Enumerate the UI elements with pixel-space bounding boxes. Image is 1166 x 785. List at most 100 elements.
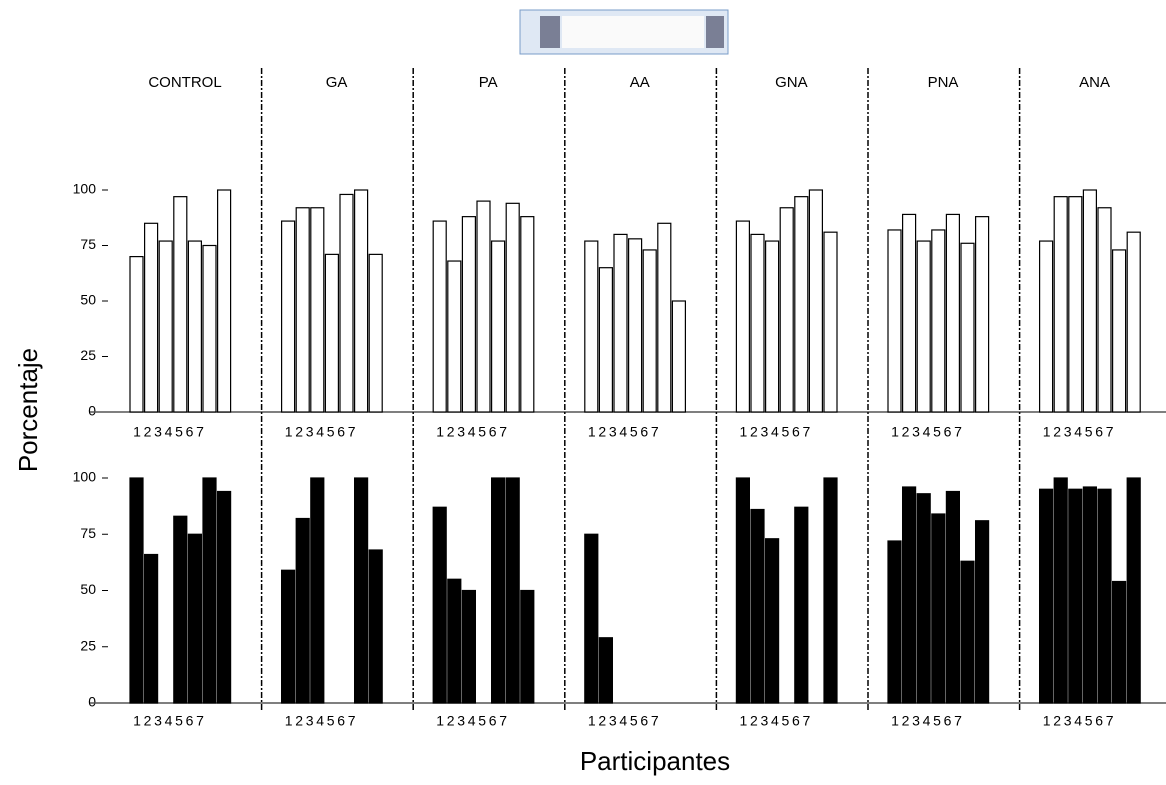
- bar: [144, 222, 159, 413]
- x-tick-label: 3: [912, 424, 920, 440]
- bar: [584, 240, 599, 413]
- x-axis-label: Participantes: [580, 746, 730, 776]
- bar: [735, 477, 751, 704]
- bar: [476, 200, 491, 413]
- x-tick-label: 4: [923, 713, 931, 729]
- x-tick-label: 1: [588, 713, 596, 729]
- x-tick-label: 1: [436, 424, 444, 440]
- x-tick-label: 1: [285, 713, 293, 729]
- x-tick-label: 2: [750, 713, 758, 729]
- bar: [1082, 189, 1098, 413]
- x-tick-label: 7: [954, 713, 962, 729]
- bar: [368, 549, 383, 704]
- bar: [613, 233, 628, 413]
- x-tick-label: 6: [1095, 713, 1103, 729]
- x-tick-label: 2: [598, 713, 606, 729]
- group-title: GA: [326, 74, 348, 91]
- bar: [931, 513, 946, 704]
- x-tick-label: 6: [337, 424, 345, 440]
- bar: [129, 477, 144, 704]
- x-tick-label: 1: [133, 424, 141, 440]
- y-tick-label: 0: [88, 403, 96, 419]
- bar: [447, 578, 462, 704]
- x-tick-label: 7: [1106, 424, 1114, 440]
- x-tick-label: 5: [933, 713, 941, 729]
- x-tick-label: 3: [609, 713, 617, 729]
- bar: [173, 515, 188, 704]
- bar: [281, 569, 296, 704]
- x-tick-label: 3: [306, 424, 314, 440]
- x-tick-label: 2: [295, 424, 303, 440]
- x-tick-label: 4: [316, 424, 324, 440]
- bar: [750, 233, 765, 413]
- x-tick-label: 5: [782, 713, 790, 729]
- x-tick-label: 1: [588, 424, 596, 440]
- group-title: PA: [479, 74, 498, 91]
- bar: [368, 253, 383, 413]
- x-tick-label: 7: [499, 424, 507, 440]
- x-tick-label: 7: [803, 424, 811, 440]
- x-tick-label: 6: [944, 424, 952, 440]
- bar: [1126, 231, 1141, 413]
- y-tick-label: 75: [80, 525, 96, 541]
- bar: [432, 220, 447, 413]
- bar: [916, 240, 931, 413]
- bar: [520, 589, 535, 704]
- bar: [735, 220, 751, 413]
- bar: [887, 540, 902, 704]
- x-tick-label: 7: [954, 424, 962, 440]
- x-tick-label: 6: [640, 424, 648, 440]
- bar: [960, 242, 975, 413]
- bar: [187, 240, 202, 413]
- x-tick-label: 4: [619, 713, 627, 729]
- x-tick-label: 3: [457, 424, 465, 440]
- y-tick-label: 25: [80, 347, 96, 363]
- y-tick-label: 75: [80, 236, 96, 252]
- x-tick-label: 6: [944, 713, 952, 729]
- x-tick-label: 3: [609, 424, 617, 440]
- bar: [794, 196, 809, 413]
- bar: [1053, 477, 1068, 704]
- x-tick-label: 2: [295, 713, 303, 729]
- x-tick-label: 7: [348, 424, 356, 440]
- bar: [461, 216, 476, 413]
- bar: [945, 213, 961, 413]
- bar: [945, 490, 961, 704]
- x-tick-label: 1: [1043, 713, 1051, 729]
- x-tick-label: 5: [327, 713, 335, 729]
- x-tick-label: 3: [154, 424, 162, 440]
- bar: [931, 229, 946, 413]
- x-tick-label: 5: [175, 424, 183, 440]
- bar: [1097, 488, 1112, 704]
- y-axis-label: Porcentaje: [13, 348, 43, 472]
- bar: [354, 189, 369, 413]
- x-tick-label: 4: [923, 424, 931, 440]
- x-tick-label: 5: [630, 713, 638, 729]
- x-tick-label: 1: [285, 424, 293, 440]
- x-tick-label: 1: [740, 424, 748, 440]
- bar: [202, 477, 217, 704]
- bar: [1068, 488, 1083, 704]
- bar: [901, 213, 917, 413]
- bar: [598, 267, 614, 413]
- x-tick-label: 7: [348, 713, 356, 729]
- x-tick-label: 3: [306, 713, 314, 729]
- x-tick-label: 3: [912, 713, 920, 729]
- bar: [158, 240, 173, 413]
- x-tick-label: 1: [1043, 424, 1051, 440]
- x-tick-label: 4: [1074, 424, 1082, 440]
- x-tick-label: 2: [447, 713, 455, 729]
- bar: [1111, 249, 1127, 413]
- x-tick-label: 5: [327, 424, 335, 440]
- bar: [823, 231, 838, 413]
- bar: [173, 196, 188, 413]
- x-tick-label: 6: [186, 424, 194, 440]
- bar: [310, 207, 325, 413]
- thumbnail: [519, 9, 729, 55]
- x-tick-label: 3: [761, 424, 769, 440]
- group-title: ANA: [1079, 74, 1110, 91]
- bar: [1111, 580, 1127, 704]
- bar: [217, 189, 232, 413]
- x-tick-label: 3: [457, 713, 465, 729]
- x-tick-label: 6: [1095, 424, 1103, 440]
